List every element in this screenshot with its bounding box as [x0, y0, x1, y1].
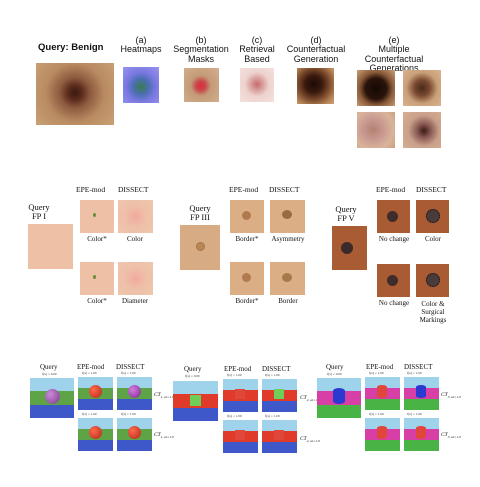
fp1-query-image: [28, 224, 73, 269]
syn3-ct-top: CT3, at=1.0: [441, 392, 461, 400]
multi-cf-image-2: [403, 70, 441, 106]
syn1-score-1: f(x) = 1.00: [82, 371, 97, 375]
fp3-epe-bot: [230, 262, 264, 295]
syn1-query-label: Query: [40, 363, 58, 371]
syn1-dissect-top: [117, 377, 152, 410]
col-d-label: (d) Counterfactual Generation: [286, 35, 346, 64]
fp5-cap-bot-1: No change: [378, 299, 410, 307]
fp5-dissect-top: [416, 200, 449, 233]
fp1-col1-header: EPE-mod: [76, 185, 106, 194]
segmentation-image: [184, 68, 219, 102]
syn3-score-3: f(x) = 1.00: [369, 412, 384, 416]
syn2-ct-top: CT2, at=1.0: [300, 395, 320, 403]
syn1-col1-header: EPE-mod: [77, 363, 105, 371]
syn1-query-image: [30, 378, 74, 418]
col-c-label: (c) Retrieval Based: [239, 35, 275, 64]
fp5-query-image: [332, 226, 367, 270]
fp5-epe-bot: [377, 264, 410, 297]
syn2-epe-top: [223, 379, 258, 412]
syn2-dissect-top: [262, 379, 297, 412]
fp3-cap-top-1: Border*: [235, 235, 259, 243]
query-title: Query: Benign: [38, 42, 104, 53]
syn1-epe-top: [78, 377, 113, 410]
fp3-cap-bot-2: Border: [278, 297, 298, 305]
fp3-dissect-bot: [270, 262, 305, 295]
syn1-ct-bot: CT1, at=1.0: [154, 432, 174, 440]
fp1-cap-bot-2: Diameter: [121, 297, 149, 305]
syn2-query-image: [173, 381, 218, 421]
syn1-score-3: f(x) = 1.00: [82, 412, 97, 416]
fp3-query-image: [180, 225, 220, 270]
syn3-col2-header: DISSECT: [404, 363, 433, 371]
fp1-dissect-bot: [118, 262, 153, 295]
multi-cf-image-1: [357, 70, 395, 106]
syn2-query-score: f(x) = 0.00: [185, 374, 200, 378]
fp5-cap-top-1: No change: [378, 235, 410, 243]
syn1-dissect-bot: [117, 418, 152, 451]
counterfactual-image: [297, 68, 334, 104]
fp1-cap-top-1: Color*: [87, 235, 107, 243]
fp1-epe-bot: [80, 262, 114, 295]
fp5-cap-top-2: Color: [425, 235, 441, 243]
syn2-score-1: f(x) = 1.00: [227, 373, 242, 377]
syn2-score-2: f(x) = 1.00: [265, 373, 280, 377]
syn2-col2-header: DISSECT: [262, 365, 291, 373]
syn1-query-score: f(x) = 0.00: [42, 372, 57, 376]
syn2-dissect-bot: [262, 420, 297, 453]
syn1-score-4: f(x) = 1.00: [121, 412, 136, 416]
syn2-query-label: Query: [184, 365, 202, 373]
fp3-epe-top: [230, 200, 264, 233]
syn3-score-2: f(x) = 1.00: [407, 371, 422, 375]
multi-cf-image-3: [357, 112, 395, 148]
fp5-dissect-bot: [416, 264, 449, 297]
fp3-dissect-top: [270, 200, 305, 233]
fp1-cap-bot-1: Color*: [87, 297, 107, 305]
fp1-col2-header: DISSECT: [118, 185, 149, 194]
syn3-query-label: Query: [326, 363, 344, 371]
multi-cf-image-4: [403, 112, 441, 148]
fp1-epe-top: [80, 200, 114, 233]
syn2-score-4: f(x) = 1.00: [265, 414, 280, 418]
syn3-query-score: f(x) = 0.00: [327, 372, 342, 376]
fp5-col2-header: DISSECT: [416, 185, 447, 194]
syn1-score-2: f(x) = 1.00: [121, 371, 136, 375]
retrieval-image: [240, 68, 274, 102]
fp1-cap-top-2: Color: [127, 235, 143, 243]
col-e-label: (e) Multiple Counterfactual Generations: [364, 35, 424, 74]
fp1-query-label: Query FP I: [28, 202, 50, 221]
syn3-epe-bot: [365, 418, 400, 451]
syn3-col1-header: EPE-mod: [366, 363, 394, 371]
syn3-score-1: f(x) = 1.00: [369, 371, 384, 375]
syn1-col2-header: DISSECT: [116, 363, 145, 371]
syn3-epe-top: [365, 377, 400, 410]
fp3-col2-header: DISSECT: [269, 185, 300, 194]
query-benign-image: [36, 63, 114, 125]
fp5-epe-top: [377, 200, 410, 233]
syn1-epe-bot: [78, 418, 113, 451]
syn3-dissect-top: [404, 377, 439, 410]
fp3-cap-bot-1: Border*: [235, 297, 259, 305]
syn2-col1-header: EPE-mod: [224, 365, 252, 373]
syn3-ct-bot: CT3, at=1.0: [441, 432, 461, 440]
syn3-query-image: [317, 378, 361, 418]
syn2-epe-bot: [223, 420, 258, 453]
syn3-score-4: f(x) = 1.00: [407, 412, 422, 416]
fp3-cap-top-2: Asymmetry: [271, 235, 305, 243]
col-b-label: (b) Segmentation Masks: [173, 35, 229, 64]
heatmap-image: [123, 67, 159, 103]
fp3-col1-header: EPE-mod: [229, 185, 259, 194]
syn2-score-3: f(x) = 1.00: [227, 414, 242, 418]
syn1-ct-top: CT1, at=1.0: [154, 392, 174, 400]
fp5-query-label: Query FP V: [335, 204, 357, 223]
syn2-ct-bot: CT2, at=1.0: [300, 436, 320, 444]
fp1-dissect-top: [118, 200, 153, 233]
fp3-query-label: Query FP III: [189, 203, 211, 222]
col-a-label: (a) Heatmaps: [120, 35, 162, 55]
fp5-col1-header: EPE-mod: [376, 185, 406, 194]
syn3-dissect-bot: [404, 418, 439, 451]
fp5-cap-bot-2: Color & Surgical Markings: [419, 300, 447, 325]
